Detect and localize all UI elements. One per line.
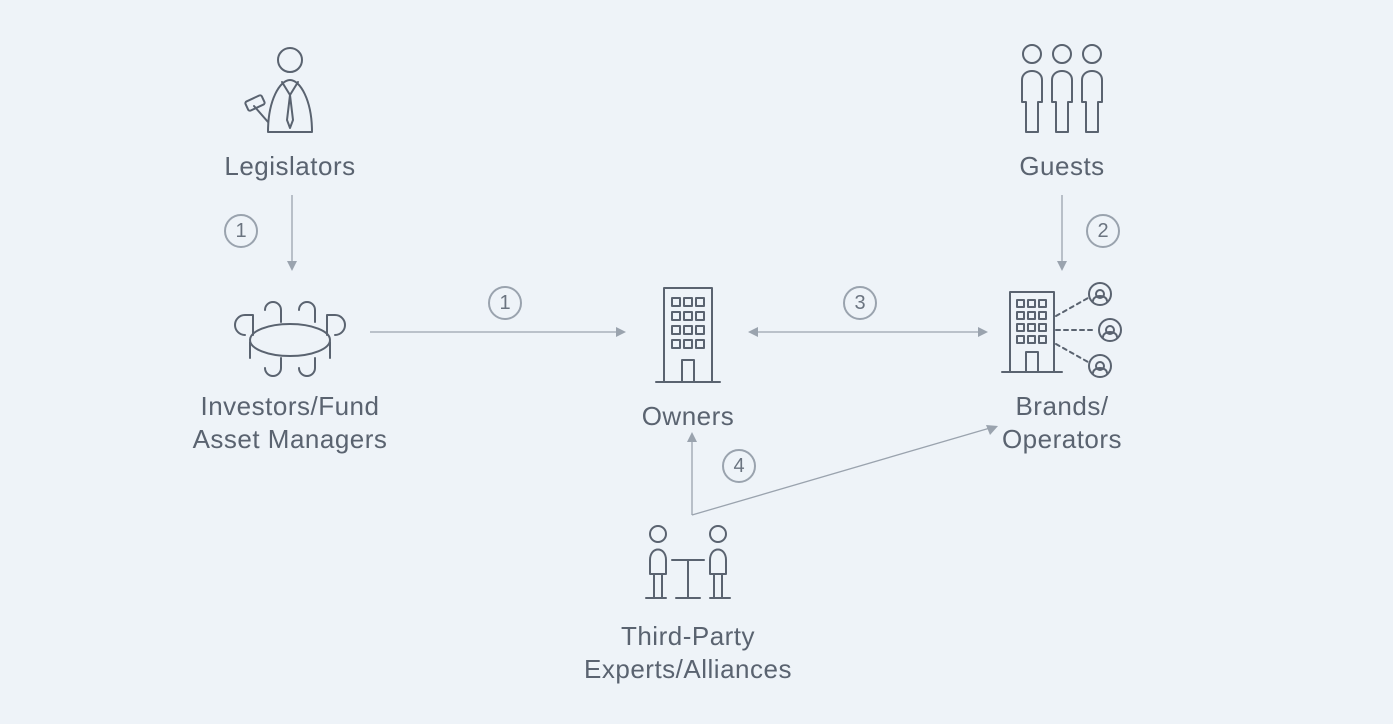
badge-legislators-investors: 1: [224, 214, 258, 248]
thirdparty-label-line1: Third-Party: [621, 621, 755, 651]
badge-owners-brands: 3: [843, 286, 877, 320]
badge-text-1b: 1: [499, 292, 510, 315]
node-owners: Owners: [608, 280, 768, 433]
legislator-icon: [190, 40, 390, 140]
node-thirdparty: Third-Party Experts/Alliances: [558, 520, 818, 685]
investors-label-line2: Asset Managers: [193, 424, 388, 454]
building-icon: [608, 280, 768, 390]
node-legislators: Legislators: [190, 40, 390, 183]
arrow-owners-brands: [746, 326, 990, 338]
badge-text-3: 3: [854, 292, 865, 315]
brands-label-line2: Operators: [1002, 424, 1122, 454]
thirdparty-label-line2: Experts/Alliances: [584, 654, 792, 684]
badge-thirdparty: 4: [722, 449, 756, 483]
node-label-legislators: Legislators: [190, 150, 390, 183]
guests-icon: [972, 40, 1152, 140]
two-people-table-icon: [558, 520, 818, 610]
brands-icon: [962, 280, 1162, 380]
node-label-thirdparty: Third-Party Experts/Alliances: [558, 620, 818, 685]
node-investors: Investors/Fund Asset Managers: [170, 280, 410, 455]
node-guests: Guests: [972, 40, 1152, 183]
node-label-guests: Guests: [972, 150, 1152, 183]
brands-label-line1: Brands/: [1015, 391, 1108, 421]
badge-guests-brands: 2: [1086, 214, 1120, 248]
node-label-investors: Investors/Fund Asset Managers: [170, 390, 410, 455]
investors-label-line1: Investors/Fund: [201, 391, 380, 421]
badge-text-4: 4: [733, 455, 744, 478]
badge-investors-owners: 1: [488, 286, 522, 320]
arrow-investors-owners: [370, 326, 630, 338]
badge-text-1a: 1: [235, 220, 246, 243]
arrow-legislators-investors: [286, 195, 298, 275]
arrow-guests-brands: [1056, 195, 1068, 275]
badge-text-2: 2: [1097, 220, 1108, 243]
